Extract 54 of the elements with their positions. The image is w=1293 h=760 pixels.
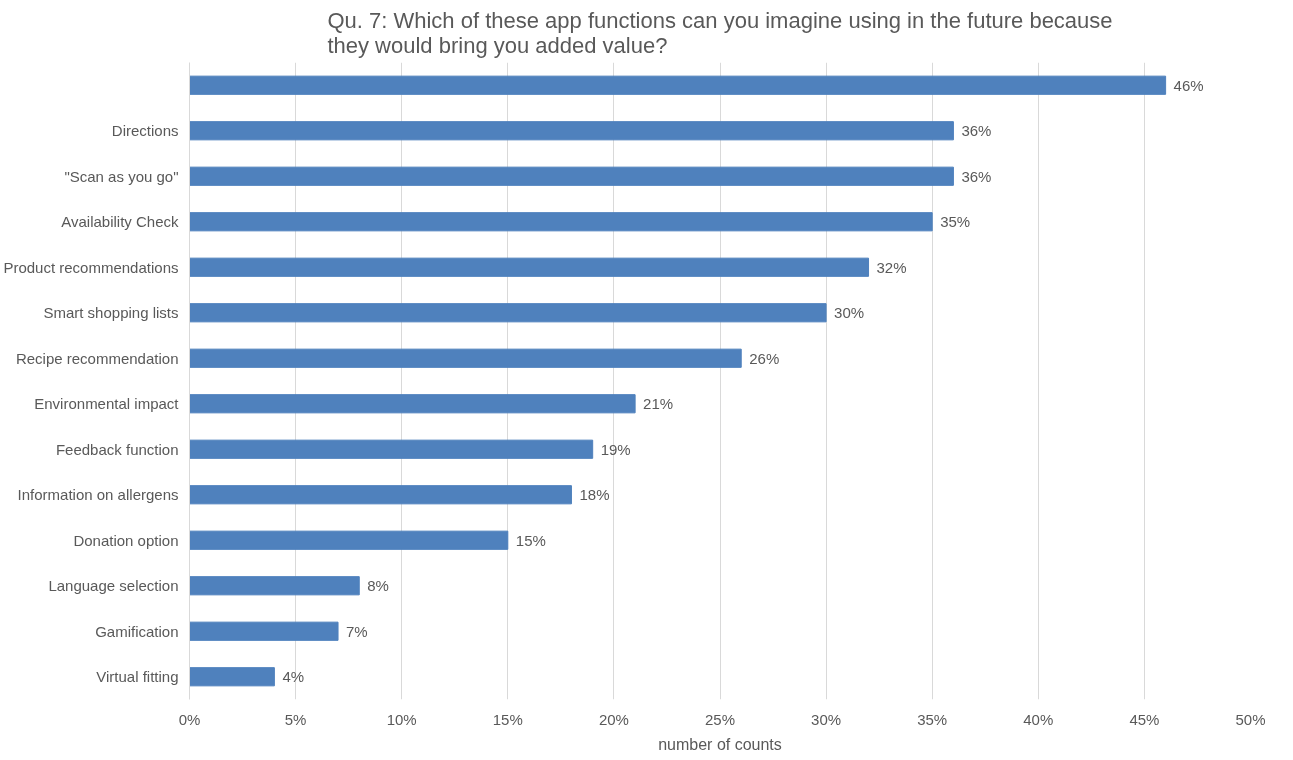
y-tick-label: Smart shopping lists (43, 304, 179, 322)
data-label: 4% (282, 668, 305, 686)
y-tick-label: Availability Check (61, 213, 179, 231)
x-tick-label: 45% (1129, 710, 1160, 728)
y-tick-label: Gamification (95, 622, 179, 640)
y-tick-label: Environmental impact (34, 395, 180, 413)
data-label: 30% (834, 304, 865, 322)
x-tick-label: 10% (386, 710, 417, 728)
data-label: 35% (940, 213, 971, 231)
x-tick-label: 50% (1235, 710, 1266, 728)
bar (189, 348, 742, 368)
data-label: 46% (1173, 76, 1204, 94)
x-tick-label: 20% (598, 710, 629, 728)
y-tick-label: Virtual fitting (96, 668, 179, 686)
y-tick-label: Information on allergens (17, 486, 179, 504)
bar (189, 621, 339, 641)
data-label: 8% (367, 577, 389, 595)
x-tick-label: 30% (811, 710, 842, 728)
data-label: 21% (643, 395, 674, 413)
bar (189, 576, 360, 596)
bar (189, 667, 275, 687)
x-tick-label: 5% (284, 710, 307, 728)
bar (189, 257, 870, 277)
x-tick-label: 0% (178, 710, 201, 728)
y-tick-label: "Scan as you go" (64, 167, 179, 185)
bar (189, 212, 933, 232)
bar (189, 166, 954, 186)
bar (189, 530, 509, 550)
y-tick-label: Donation option (73, 531, 179, 549)
x-tick-label: 15% (492, 710, 523, 728)
bar (189, 394, 636, 414)
data-label: 15% (515, 531, 546, 549)
chart-title: Qu. 7: Which of these app functions can you imagine using in the future because they would bring you added value? (327, 7, 1113, 58)
data-label: 18% (579, 486, 610, 504)
x-tick-label: 40% (1023, 710, 1054, 728)
bar (189, 439, 594, 459)
y-tick-label: Recipe recommendation (15, 349, 179, 367)
y-tick-label: Feedback function (55, 440, 179, 458)
data-label: 36% (961, 122, 992, 140)
data-label: 19% (600, 440, 631, 458)
bar (189, 121, 954, 141)
bar (189, 303, 827, 323)
data-label: 36% (961, 167, 992, 185)
data-label: 7% (346, 622, 368, 640)
y-tick-label: Language selection (48, 577, 179, 595)
data-label: 26% (749, 349, 780, 367)
x-tick-label: 35% (917, 710, 948, 728)
data-label: 32% (876, 258, 907, 276)
y-tick-label: Directions (111, 122, 179, 140)
bar (189, 485, 572, 505)
y-tick-label: Product recommendations (3, 258, 179, 276)
x-axis-title: number of counts (658, 735, 782, 753)
x-tick-label: 25% (704, 710, 736, 728)
bar (189, 75, 1167, 95)
